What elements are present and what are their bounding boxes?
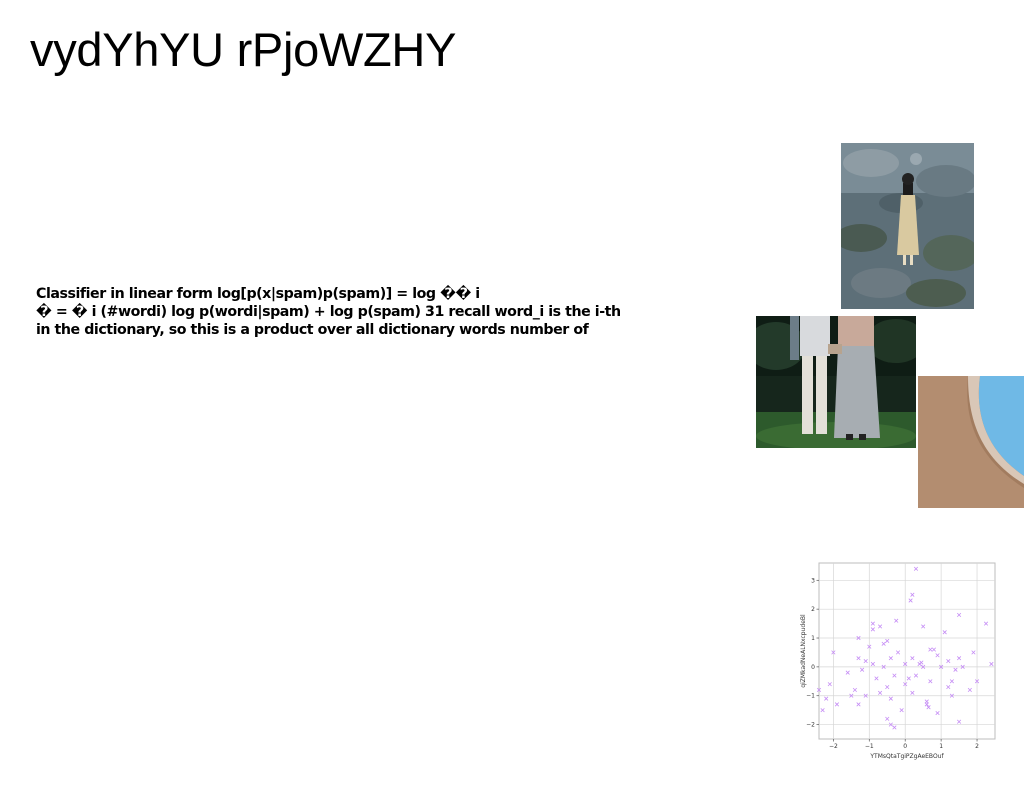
scatter-point [831,650,836,655]
scatter-point [894,618,899,623]
scatter-point [921,624,926,629]
scatter-point [856,656,861,661]
scatter-point [870,621,875,626]
scatter-point [885,716,890,721]
body-line: Classifier in linear form log[p(x|spam)p… [36,286,480,302]
y-tick-label: 2 [811,606,815,613]
scatter-point [928,679,933,684]
scatter-point [906,676,911,681]
scatter-point [845,670,850,675]
scatter-point [953,667,958,672]
scatter-point [885,638,890,643]
scatter-point [824,696,829,701]
scatter-point [935,710,940,716]
x-tick-label: −1 [865,743,874,750]
scatter-point [989,661,994,667]
scatter-point [877,624,883,629]
x-tick-label: −2 [829,743,838,750]
scatter-point [913,566,919,571]
scatter-point [949,679,954,684]
scatter-point [849,693,854,698]
scatter-point [852,687,858,693]
scatter-point [910,656,915,661]
figure-in-dress-on-hillside-photo [841,143,974,309]
scatter-point [928,647,933,652]
scatter-point [888,656,893,661]
scatter-chart: −2 −1 0 1 2 −2 −1 0 1 2 3 YTMsQtaTgiPZgAeEBOuf qiZ… [798,556,1002,766]
scatter-point [881,641,886,646]
scatter-point [960,664,965,669]
scatter-point [949,693,954,698]
body-line: in the dictionary, so this is a product … [36,322,589,338]
y-tick-label: 3 [811,577,815,584]
scatter-point [913,673,919,678]
scatter-point [956,656,962,661]
body-paragraph: Classifier in linear form log[p(x|spam)p… [36,285,676,339]
scatter-point [870,661,875,667]
y-tick-label: −1 [806,693,815,700]
scatter-point [895,650,901,655]
scatter-point [881,664,886,669]
scatter-point [885,684,890,690]
scatter-point [870,627,875,632]
scatter-point [924,702,929,707]
scatter-point [816,687,822,693]
scatter-point [935,653,940,658]
scatter-point [908,598,913,603]
scatter-point [967,687,972,693]
page-title: vydYhYU rPjoWZHY [30,23,457,76]
y-axis-label: qiZMkadNeALNxcpudeBl [800,614,807,688]
scatter-point [903,682,908,687]
scatter-point [860,667,865,672]
two-people-holding-hands-photo [756,316,916,448]
x-tick-label: 0 [903,743,907,750]
scatter-point [921,664,926,669]
x-tick-label: 1 [939,743,943,750]
x-tick-label: 2 [975,743,979,750]
x-axis-label: YTMsQtaTgiPZgAeEBOuf [869,753,944,760]
scatter-point [892,673,897,678]
scatter-point [820,708,825,713]
scatter-point [863,693,868,698]
body-line: � = � i (#wordi) log p(wordi|spam) + log… [36,304,621,320]
scatter-point [919,660,924,665]
y-tick-label: 1 [811,635,815,642]
scatter-point [888,722,893,727]
scatter-point [983,621,989,626]
scatter-point [910,690,915,695]
scatter-point [971,650,976,655]
scatter-point [856,702,861,707]
y-tick-label: −2 [806,722,815,729]
scatter-point [827,682,832,687]
scatter-point [899,708,904,713]
scatter-point [946,684,951,690]
scatter-point [903,661,908,667]
scatter-point [939,664,944,669]
scatter-point [931,647,937,652]
curved-wall-and-sky-photo [918,376,1024,508]
scatter-point [874,676,879,681]
scatter-point [956,612,962,618]
scatter-point [877,690,883,695]
plot-area [818,562,996,740]
y-tick-label: 0 [811,664,815,671]
scatter-point [946,659,951,664]
scatter-point [888,696,893,701]
scatter-point [867,644,872,649]
scatter-point [956,719,962,724]
scatter-point [834,702,840,707]
scatter-point [974,679,980,684]
scatter-point [863,659,868,664]
scatter-point [910,592,915,597]
scatter-point [892,725,897,730]
scatter-point [926,705,931,710]
scatter-point [856,635,861,641]
scatter-point [942,630,947,635]
